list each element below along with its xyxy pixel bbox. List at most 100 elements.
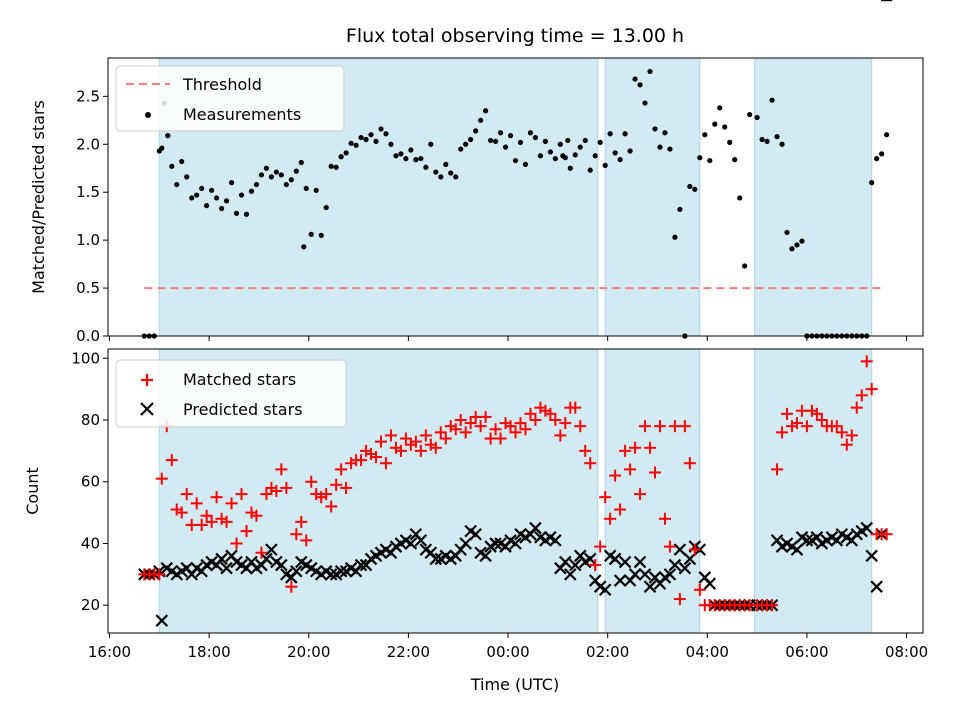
matched-stars-point (384, 429, 397, 442)
measurement-point (747, 111, 753, 118)
matched-stars-point (305, 475, 318, 488)
matched-stars-point (648, 466, 661, 479)
predicted-stars-point (618, 555, 632, 569)
measurement-point (567, 165, 573, 171)
matched-stars-point (300, 534, 313, 547)
matched-stars-point (781, 407, 794, 420)
measurement-point (687, 183, 693, 190)
bottom-y-tick-label: 40 (81, 534, 100, 552)
matched-stars-point (845, 429, 858, 442)
measurement-point (672, 234, 678, 240)
measurement-point (343, 150, 349, 156)
measurement-point (612, 150, 618, 156)
predicted-stars-point (643, 580, 657, 593)
matched-stars-point (830, 420, 843, 433)
legend-threshold-label: Threshold (182, 75, 262, 94)
predicted-stars-point (265, 543, 278, 556)
measurement-point (537, 153, 544, 159)
measurement-point (253, 181, 260, 188)
predicted-stars-point (509, 537, 522, 550)
measurement-point (642, 100, 648, 106)
matched-stars-point (604, 512, 617, 525)
matched-stars-point (810, 407, 823, 420)
matched-stars-point (290, 528, 303, 541)
matched-stars-point (479, 410, 492, 423)
matched-stars-point (624, 463, 637, 476)
matched-stars-point (335, 463, 348, 476)
measurement-point (717, 105, 723, 111)
matched-stars-point (379, 457, 392, 470)
measurement-point (328, 163, 334, 169)
x-tick-label: 22:00 (387, 643, 430, 661)
measurement-point (622, 131, 628, 137)
measurement-point (373, 138, 379, 144)
legend-matched-swatch (141, 374, 153, 386)
measurement-point (223, 198, 230, 204)
predicted-stars-point (324, 568, 338, 581)
matched-stars-point (355, 454, 368, 467)
predicted-stars-point (290, 564, 303, 578)
measurement-point (184, 174, 190, 180)
measurement-point (692, 186, 698, 192)
matched-stars-point (429, 441, 442, 454)
matched-stars-point (519, 423, 532, 436)
x-tick-label: 16:00 (88, 643, 131, 661)
measurement-point (542, 138, 548, 144)
matched-stars-point (155, 472, 168, 485)
matched-stars-point (394, 444, 407, 457)
measurement-point (298, 159, 304, 166)
top-panel: 0.0 0.5 1.0 1.5 2.0 2.5 Matched/Predicted sta… (29, 57, 924, 345)
predicted-stars-point (479, 549, 492, 563)
matched-stars-point (449, 423, 462, 436)
matched-stars-point (663, 540, 676, 553)
measurement-point (497, 130, 504, 136)
predicted-stars-point (860, 521, 873, 535)
predicted-stars-point (633, 555, 647, 569)
predicted-stars-point (559, 555, 572, 569)
measurement-point (243, 211, 250, 217)
measurement-point (363, 136, 369, 143)
matched-stars-point (210, 491, 223, 504)
measurement-point (562, 155, 568, 161)
predicted-stars-point (638, 568, 652, 581)
bottom-y-tick-label: 60 (81, 473, 100, 491)
measurement-point (627, 148, 633, 154)
measurement-point (572, 152, 578, 158)
measurement-point (288, 177, 294, 183)
matched-stars-point (771, 463, 784, 476)
legend-predicted-label: Predicted stars (183, 400, 303, 419)
matched-stars-point (454, 414, 467, 426)
matched-stars-point (399, 432, 412, 445)
matched-stars-point (419, 429, 432, 442)
predicted-stars-point (414, 534, 428, 547)
measurement-point (268, 174, 274, 180)
measurement-point (165, 133, 171, 139)
measurement-point (607, 131, 613, 137)
measurement-point (393, 153, 399, 159)
predicted-stars-point (459, 537, 472, 550)
measurement-point (418, 156, 424, 162)
measurement-point (348, 140, 354, 146)
measurement-point (737, 195, 743, 201)
measurement-point (333, 164, 339, 170)
matched-stars-point (835, 426, 848, 439)
bottom-axes-frame (107, 348, 924, 634)
measurement-point (353, 142, 359, 148)
matched-stars-point (320, 488, 333, 501)
matched-stars-point (579, 444, 592, 457)
measurement-point (283, 181, 289, 188)
top-y-tick-label: 1.5 (76, 183, 100, 201)
predicted-stars-point (663, 568, 677, 581)
measurement-point (799, 238, 805, 244)
matched-stars-point (549, 414, 562, 426)
measurement-point (657, 144, 663, 150)
measurement-point (313, 187, 319, 193)
measurement-point (238, 192, 245, 198)
matched-stars-point (240, 525, 253, 538)
measurement-point (189, 195, 195, 201)
x-tick-label: 00:00 (486, 643, 529, 661)
measurement-point (218, 205, 225, 212)
measurement-point (532, 134, 539, 141)
matched-stars-point (815, 414, 828, 426)
measurement-point (702, 132, 708, 138)
